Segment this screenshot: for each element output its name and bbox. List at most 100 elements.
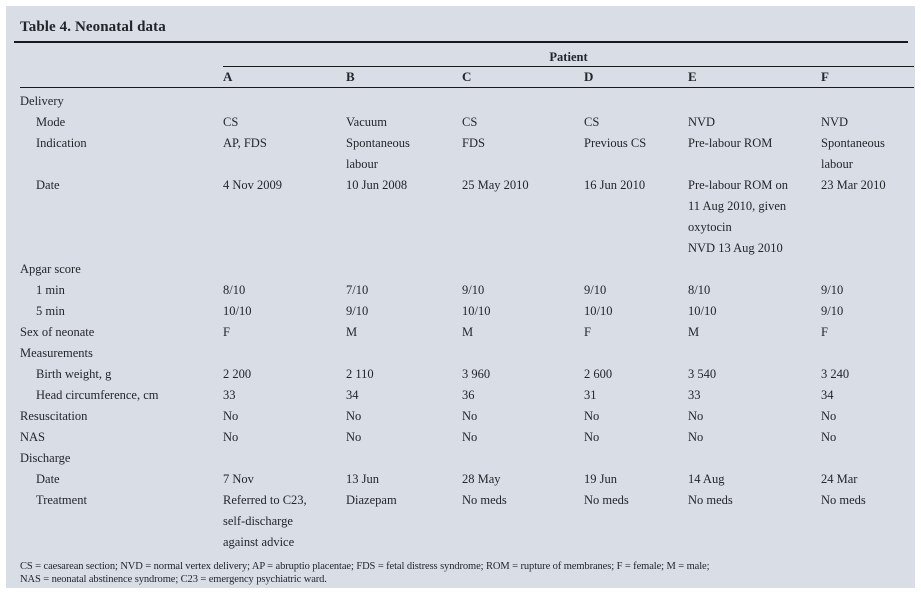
cell: No meds: [821, 493, 866, 507]
cell: 25 May 2010: [462, 178, 529, 192]
row-label: Sex of neonate: [20, 325, 95, 339]
table-row: NAS No No No No No No: [20, 427, 914, 448]
cell: No: [688, 430, 704, 444]
cell: No: [821, 430, 837, 444]
cell: Previous CS: [584, 136, 647, 150]
cell: 19 Jun: [584, 472, 617, 486]
cell: [821, 343, 914, 364]
cell: [821, 259, 914, 280]
cell: 24 Mar: [821, 472, 858, 486]
cell: 33: [223, 388, 236, 402]
table-row: Delivery: [20, 88, 914, 113]
table-row: Measurements: [20, 343, 914, 364]
row-label: Date: [36, 472, 60, 486]
cell: Pre-labour ROM on 11 Aug 2010, given oxy…: [688, 178, 788, 255]
cell: [462, 448, 584, 469]
footnote-line-1: CS = caesarean section; NVD = normal ver…: [20, 561, 710, 572]
table-row: Sex of neonate F M M F M F: [20, 322, 914, 343]
cell: No: [821, 409, 837, 423]
cell: 2 600: [584, 367, 613, 381]
cell: [821, 88, 914, 113]
cell: [688, 448, 821, 469]
cell: No: [346, 409, 362, 423]
column-header: D: [584, 66, 688, 88]
footnote-line-2: NAS = neonatal abstinence syndrome; C23 …: [20, 573, 327, 585]
cell: AP, FDS: [223, 136, 267, 150]
cell: [346, 88, 462, 113]
cell: No meds: [462, 493, 507, 507]
cell: [584, 259, 688, 280]
cell: [223, 343, 346, 364]
cell: No: [584, 409, 600, 423]
cell: CS: [584, 115, 600, 129]
cell: [462, 343, 584, 364]
row-label: Discharge: [20, 451, 71, 465]
row-label: 1 min: [36, 283, 65, 297]
cell: 2 110: [346, 367, 374, 381]
cell: [223, 259, 346, 280]
cell: 23 Mar 2010: [821, 178, 886, 192]
cell: 8/10: [688, 283, 711, 297]
row-label: Head circumference, cm: [36, 388, 159, 402]
row-label: Delivery: [20, 94, 64, 108]
cell: 8/10: [223, 283, 246, 297]
cell: [346, 343, 462, 364]
cell: 31: [584, 388, 597, 402]
table-row: Treatment Referred to C23, self-discharge…: [20, 490, 914, 553]
table-title: Table 4. Neonatal data: [14, 13, 908, 43]
cell: 3 540: [688, 367, 717, 381]
table-row: Date 4 Nov 2009 10 Jun 2008 25 May 2010 16 J…: [20, 175, 914, 259]
cell: 10/10: [584, 304, 613, 318]
cell: 7 Nov: [223, 472, 254, 486]
cell: Spontaneous labour: [821, 136, 885, 171]
cell: 36: [462, 388, 475, 402]
cell: Spontaneous labour: [346, 136, 410, 171]
table-row: 1 min 8/10 7/10 9/10 9/10 8/10 9/10: [20, 280, 914, 301]
cell: Referred to C23, self-discharge against …: [223, 493, 307, 549]
cell: F: [821, 325, 828, 339]
row-label: Mode: [36, 115, 66, 129]
cell: [223, 448, 346, 469]
column-header: C: [462, 66, 584, 88]
cell: M: [462, 325, 474, 339]
table-row: Indication AP, FDS Spontaneous labour FDS Pr…: [20, 133, 914, 175]
cell: [821, 448, 914, 469]
cell: 28 May: [462, 472, 501, 486]
row-label: Birth weight, g: [36, 367, 112, 381]
cell: [462, 259, 584, 280]
cell: [584, 343, 688, 364]
row-label: NAS: [20, 430, 46, 444]
cell: No: [462, 430, 478, 444]
cell: No: [584, 430, 600, 444]
column-header: B: [346, 66, 462, 88]
cell: 4 Nov 2009: [223, 178, 283, 192]
cell: 10/10: [462, 304, 491, 318]
cell: 34: [821, 388, 834, 402]
table-row: Mode CS Vacuum CS CS NVD NVD: [20, 112, 914, 133]
table-row: Head circumference, cm 33 34 36 31 33 34: [20, 385, 914, 406]
cell: 10/10: [688, 304, 717, 318]
column-header: E: [688, 66, 821, 88]
table-row: Discharge: [20, 448, 914, 469]
cell: FDS: [462, 136, 485, 150]
cell: M: [688, 325, 700, 339]
cell: 7/10: [346, 283, 369, 297]
cell: M: [346, 325, 358, 339]
table-row: Date 7 Nov 13 Jun 28 May 19 Jun 14 Aug 24 Mar: [20, 469, 914, 490]
cell: F: [584, 325, 591, 339]
cell: [223, 88, 346, 113]
cell: [688, 259, 821, 280]
cell: No meds: [688, 493, 733, 507]
column-header: F: [821, 66, 915, 88]
cell: 16 Jun 2010: [584, 178, 646, 192]
cell: [688, 343, 821, 364]
cell: 10/10: [223, 304, 252, 318]
cell: 13 Jun: [346, 472, 379, 486]
cell: 3 240: [821, 367, 850, 381]
cell: CS: [223, 115, 239, 129]
cell: 9/10: [462, 283, 485, 297]
cell: 9/10: [821, 304, 844, 318]
patient-group-row: Patient: [20, 43, 915, 67]
